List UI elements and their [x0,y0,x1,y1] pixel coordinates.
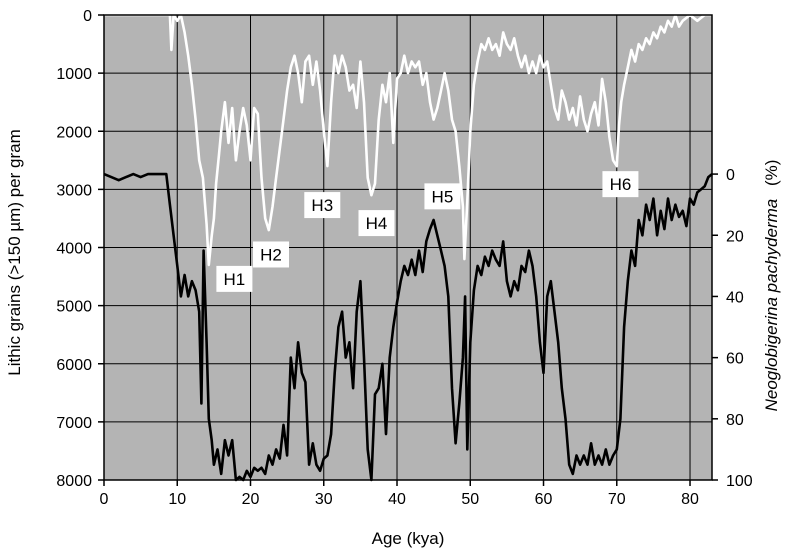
event-label-h4: H4 [358,210,395,237]
event-label-box [424,183,461,210]
left-y-tick-label: 2000 [56,124,92,141]
x-axis-title: Age (kya) [372,529,445,548]
x-tick-label: 20 [242,491,260,508]
left-y-tick-label: 0 [83,8,92,25]
right-y-tick-label: 0 [726,167,735,184]
event-label-h1: H1 [216,265,253,292]
event-label-text: H4 [366,214,388,233]
right-y-axis-title: Neoglobigerina pachyderma (%) [762,160,781,412]
left-y-axis-title: Lithic grains (>150 µm) per gram [5,129,24,375]
event-label-h2: H2 [253,241,290,268]
left-y-tick-label: 3000 [56,182,92,199]
right-y-axis-title-species: Neoglobigerina pachyderma [762,199,781,412]
x-tick-label: 40 [388,491,406,508]
event-label-box [358,210,395,237]
left-y-tick-label: 7000 [56,415,92,432]
event-label-text: H6 [610,175,632,194]
right-y-tick-label: 60 [726,351,744,368]
pachyderma-line [103,172,713,482]
right-y-axis-title-unit: (%) [762,160,781,186]
event-label-text: H2 [260,245,282,264]
lithic-grains-line [104,13,712,267]
right-y-tick-label: 100 [726,473,753,490]
x-tick-label: 10 [168,491,186,508]
right-y-tick-label: 20 [726,228,744,245]
right-y-tick-label: 80 [726,412,744,429]
x-tick-label: 60 [535,491,553,508]
x-tick-label: 0 [100,491,109,508]
event-label-h5: H5 [424,183,461,210]
left-y-tick-label: 5000 [56,299,92,316]
event-label-h6: H6 [602,171,639,198]
right-y-tick-label: 40 [726,289,744,306]
event-label-text: H5 [432,187,454,206]
event-label-text: H3 [311,196,333,215]
event-label-box [216,265,253,292]
event-label-text: H1 [224,270,246,289]
left-y-tick-label: 4000 [56,241,92,258]
event-label-h3: H3 [304,192,341,219]
event-label-box [253,241,290,268]
event-label-box [304,192,341,219]
x-tick-label: 80 [681,491,699,508]
event-label-box [602,171,639,198]
x-tick-label: 50 [461,491,479,508]
left-y-tick-label: 1000 [56,66,92,83]
left-y-tick-label: 8000 [56,473,92,490]
left-y-tick-label: 6000 [56,357,92,374]
x-tick-label: 30 [315,491,333,508]
x-tick-label: 70 [608,491,626,508]
